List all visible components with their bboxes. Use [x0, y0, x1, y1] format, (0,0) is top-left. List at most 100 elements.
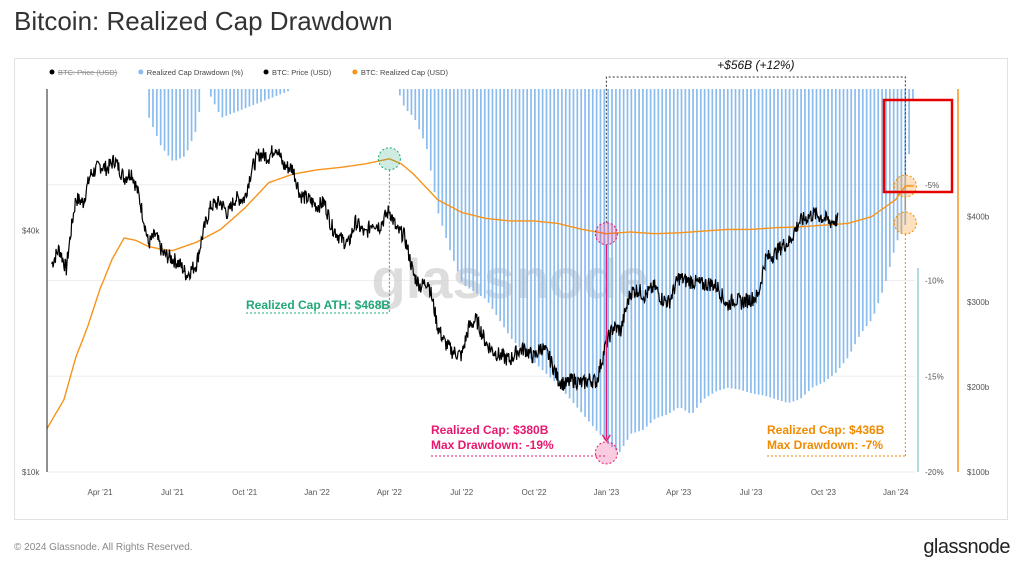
drawdown-bar: [665, 89, 667, 416]
drawdown-bar: [244, 89, 247, 109]
drawdown-bar: [437, 89, 440, 214]
y-drawdown-tick-label: -5%: [925, 181, 939, 190]
drawdown-bar: [225, 89, 228, 116]
ath-label: Realized Cap ATH: $468B: [246, 298, 390, 312]
drawdown-bar: [888, 89, 891, 267]
drawdown-bar: [152, 89, 154, 127]
drawdown-bar: [742, 89, 745, 391]
drawdown-bar: [738, 89, 741, 390]
gain-bracket: [605, 76, 906, 223]
drawdown-bar: [449, 89, 451, 251]
y-left-tick-label: $40k: [22, 226, 40, 235]
drawdown-bar: [468, 89, 471, 289]
drawdown-bar: [823, 89, 826, 382]
x-tick-label: Jul '23: [740, 488, 763, 497]
legend-label: BTC: Price (USD): [272, 68, 332, 77]
brand-logo: glassnode: [923, 536, 1010, 558]
drawdown-bar: [850, 89, 853, 352]
legend-item[interactable]: BTC: Realized Cap (USD): [352, 68, 448, 77]
drawdown-bar: [460, 89, 463, 282]
x-tick-label: Oct '21: [232, 488, 258, 497]
low-arrow-head: [601, 434, 611, 443]
drawdown-bar: [626, 89, 629, 440]
realized-cap-line: [47, 158, 914, 429]
drawdown-bar: [561, 89, 563, 390]
legend-item[interactable]: Realized Cap Drawdown (%): [138, 68, 244, 77]
drawdown-bar: [209, 89, 212, 97]
drawdown-bar: [873, 89, 876, 314]
drawdown-bar: [773, 89, 775, 399]
drawdown-bar: [568, 89, 571, 399]
drawdown-bar: [834, 89, 837, 373]
drawdown-bar: [715, 89, 718, 392]
drawdown-bar: [445, 89, 448, 238]
drawdown-bar: [900, 89, 903, 233]
legend-label: Realized Cap Drawdown (%): [147, 68, 244, 77]
drawdown-bar: [487, 89, 490, 303]
drawdown-bar: [572, 89, 575, 404]
drawdown-bar: [580, 89, 583, 413]
drawdown-bar: [815, 89, 818, 386]
x-tick-label: Apr '22: [377, 488, 403, 497]
drawdown-bar: [877, 89, 880, 304]
drawdown-bar: [723, 89, 725, 389]
drawdown-bar: [248, 89, 251, 107]
drawdown-bar: [410, 89, 413, 115]
current-cap-marker: [893, 174, 917, 198]
highlight-box: [882, 98, 954, 194]
drawdown-bar: [595, 89, 598, 431]
drawdown-bar: [422, 89, 424, 139]
drawdown-bar: [696, 89, 698, 408]
drawdown-bar: [634, 89, 637, 433]
legend-item[interactable]: BTC: Price (USD): [263, 68, 332, 77]
drawdown-bar: [553, 89, 556, 382]
chart-legend: BTC: Price (USD) Realized Cap Drawdown (%…: [49, 68, 448, 77]
drawdown-bar: [796, 89, 799, 401]
drawdown-bar: [233, 89, 235, 113]
drawdown-bar: [171, 89, 174, 161]
x-tick-label: Jul '21: [161, 488, 184, 497]
drawdown-bar: [730, 89, 733, 389]
drawdown-bar: [653, 89, 656, 420]
drawdown-bar: [456, 89, 459, 272]
drawdown-bar: [630, 89, 633, 434]
drawdown-bar: [684, 89, 687, 411]
drawdown-bar: [842, 89, 845, 364]
drawdown-bar: [896, 89, 899, 241]
current-drawdown-marker: [893, 211, 917, 235]
drawdown-bar: [179, 89, 181, 159]
x-tick-label: Jul '22: [450, 488, 473, 497]
drawdown-bar: [522, 89, 525, 351]
drawdown-bar: [240, 89, 243, 110]
x-tick-label: Jan '24: [883, 488, 909, 497]
drawdown-bar: [229, 89, 231, 115]
drawdown-bar: [576, 89, 579, 408]
drawdown-bar: [854, 89, 856, 345]
y-left-tick-label: $10k: [22, 468, 40, 477]
drawdown-bar: [217, 89, 220, 112]
legend-swatch: [263, 69, 269, 75]
ath-marker: [377, 147, 401, 171]
drawdown-bar: [807, 89, 810, 391]
drawdown-bar: [537, 89, 540, 367]
legend-label: BTC: Price (USD): [58, 68, 118, 77]
drawdown-bar: [472, 89, 475, 292]
drawdown-bar: [703, 89, 706, 399]
y-drawdown-tick-label: -10%: [925, 277, 944, 286]
drawdown-bar: [615, 89, 617, 451]
drawdown-bar: [530, 89, 532, 359]
low-cap-label: Realized Cap: $380B: [431, 423, 549, 437]
drawdown-bar: [622, 89, 625, 446]
drawdown-bar: [669, 89, 671, 414]
legend-item[interactable]: BTC: Price (USD): [49, 68, 118, 77]
drawdown-bar: [757, 89, 760, 395]
x-tick-label: Apr '23: [666, 488, 692, 497]
drawdown-bar: [453, 89, 455, 261]
drawdown-bar: [642, 89, 644, 431]
low-drawdown-label: Max Drawdown: -19%: [431, 438, 554, 452]
drawdown-bar: [811, 89, 814, 388]
drawdown-bar: [746, 89, 748, 392]
drawdown-bar: [499, 89, 502, 322]
drawdown-bar: [649, 89, 652, 423]
